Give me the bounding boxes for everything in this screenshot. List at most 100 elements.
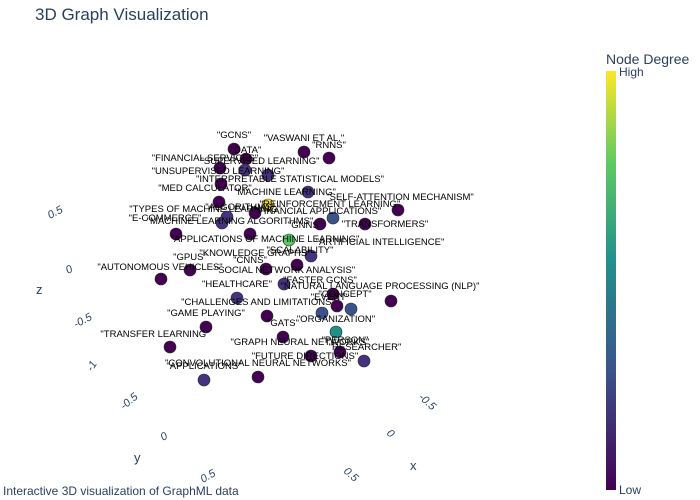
- node-10-marker[interactable]: [391, 203, 405, 217]
- node-3-label: "DATA": [231, 145, 262, 156]
- node-38-marker[interactable]: [333, 345, 347, 359]
- axis-title-y: y: [134, 450, 141, 465]
- node-41-label: "CONVOLUTIONAL NEURAL NETWORKS": [165, 358, 351, 369]
- node-6-marker[interactable]: [214, 177, 228, 191]
- node-11-label: "REINFORCEMENT LEARNING": [260, 199, 401, 210]
- node-0-label: "GCNS": [217, 130, 251, 141]
- node-16-label: "MACHINE LEARNING ALGORITHMS": [147, 216, 314, 227]
- node-2-marker[interactable]: [322, 151, 336, 165]
- node-14-label: "FINANCIAL APPLICATIONS": [255, 206, 382, 217]
- node-36-label: "TRANSFER LEARNING": [100, 329, 209, 340]
- node-24-label: "AUTONOMOUS VEHICLES": [97, 262, 222, 273]
- node-28-marker[interactable]: [326, 287, 340, 301]
- tick-y-0: 0: [159, 430, 171, 444]
- tick-y-neg-0-5: -0.5: [118, 390, 141, 412]
- node-31-label: "CHALLENGES AND LIMITATIONS": [181, 297, 335, 308]
- node-38-label: "PERSON": [322, 335, 369, 346]
- node-19-label: "APPLICATIONS OF MACHINE LEARNING": [171, 234, 360, 245]
- node-31-marker[interactable]: [260, 309, 274, 323]
- node-27-marker[interactable]: [230, 291, 244, 305]
- node-25-marker[interactable]: [259, 262, 273, 276]
- node-19-marker[interactable]: [243, 227, 257, 241]
- axis-title-x: x: [410, 458, 417, 473]
- node-22-label: "KNOWLEDGE GRAPHS": [199, 248, 310, 259]
- node-6-label: "UNSUPERVISED LEARNING": [152, 166, 285, 177]
- node-22-marker[interactable]: [304, 249, 318, 263]
- node-21-label: "GPUS": [173, 252, 207, 263]
- node-39-marker[interactable]: [357, 354, 371, 368]
- node-9-label: "MACHINE LEARNING": [234, 187, 336, 198]
- node-40-marker[interactable]: [304, 349, 318, 363]
- node-23-marker[interactable]: [290, 258, 304, 272]
- node-33-label: "GAME PLAYING": [167, 308, 245, 319]
- node-7-label: "INTERPRETABLE STATISTICAL MODELS": [196, 174, 384, 185]
- node-35-marker[interactable]: [276, 330, 290, 344]
- node-5-label: "SUPERVISED LEARNING": [200, 156, 319, 167]
- node-14-marker[interactable]: [326, 211, 340, 225]
- colorbar-low-label: Low: [619, 483, 642, 497]
- node-7-marker[interactable]: [261, 168, 275, 182]
- node-37-label: "GRAPH NEURAL NETWORKS": [231, 337, 370, 348]
- colorbar-high-label: High: [619, 65, 644, 79]
- node-17-label: "GNNS": [288, 220, 322, 231]
- node-13-marker[interactable]: [248, 206, 262, 220]
- node-24-marker[interactable]: [154, 272, 168, 286]
- tick-z-neg-0-5: -0.5: [72, 311, 95, 331]
- node-26-label: "SOCIAL NETWORK ANALYSIS": [215, 265, 355, 276]
- axis-title-z: z: [36, 282, 43, 297]
- node-13-label: "ALGORITHMS": [205, 202, 275, 213]
- colorbar-title: Node Degree: [606, 51, 690, 67]
- node-34-marker[interactable]: [344, 302, 358, 316]
- node-8-marker[interactable]: [212, 195, 226, 209]
- node-1-label: "VASWANI ET AL.": [264, 133, 344, 144]
- tick-z-0: 0: [64, 263, 76, 277]
- node-4-marker[interactable]: [213, 161, 227, 175]
- node-25-label: "CNNS": [233, 255, 267, 266]
- node-17-marker[interactable]: [313, 217, 327, 231]
- labels-layer: "GCNS" "VASWANI ET AL.""RNNS""DATA""FINAN…: [97, 130, 479, 372]
- node-29-label: "NATURAL LANGUAGE PROCESSING (NLP)": [281, 281, 480, 292]
- node-32-marker[interactable]: [315, 306, 329, 320]
- node-34-label: "ORGANIZATION": [297, 314, 375, 325]
- node-20-label: "ARTIFICIAL INTELLIGENCE": [316, 237, 445, 248]
- node-20-marker[interactable]: [282, 233, 296, 247]
- node-33-marker[interactable]: [199, 320, 213, 334]
- caption: Interactive 3D visualization of GraphML …: [3, 484, 239, 498]
- node-2-label: "RNNS": [312, 140, 346, 151]
- node-0-marker[interactable]: [227, 142, 241, 156]
- node-30-marker[interactable]: [330, 299, 344, 313]
- node-5-marker[interactable]: [238, 163, 252, 177]
- node-12-label: "TYPES OF MACHINE LEARNING": [129, 204, 280, 215]
- colorbar: [606, 71, 616, 490]
- node-42-marker[interactable]: [197, 373, 211, 387]
- tick-x-0: 0: [384, 427, 397, 441]
- node-15-marker[interactable]: [169, 227, 183, 241]
- tick-y-0-5: 0.5: [199, 467, 219, 485]
- node-8-label: "MED CALCULATOR": [158, 183, 252, 194]
- node-30-label: "CONCEPT": [318, 289, 371, 300]
- node-18-label: "TRANSFORMERS": [342, 219, 428, 230]
- node-1-marker[interactable]: [297, 145, 311, 159]
- node-16-marker[interactable]: [215, 216, 229, 230]
- node-37-marker[interactable]: [329, 325, 343, 339]
- node-11-marker[interactable]: [301, 185, 315, 199]
- node-4-label: "FINANCIAL SERVICES": [152, 153, 259, 164]
- node-9-marker[interactable]: [261, 198, 275, 212]
- node-29-marker[interactable]: [384, 294, 398, 308]
- node-21-marker[interactable]: [183, 263, 197, 277]
- node-10-label: "SELF-ATTENTION MECHANISM": [326, 192, 474, 203]
- node-35-label: "GATS": [267, 318, 299, 329]
- node-41-marker[interactable]: [251, 370, 265, 384]
- node-27-label: "HEALTHCARE": [202, 279, 272, 290]
- node-32-label: "EVENT": [311, 292, 349, 303]
- node-36-marker[interactable]: [163, 340, 177, 354]
- node-26-marker[interactable]: [277, 277, 291, 291]
- node-18-marker[interactable]: [358, 217, 372, 231]
- node-23-label: "SCALABILITY": [267, 245, 334, 256]
- node-42-label: "APPLICATIONS": [166, 361, 241, 372]
- tick-z-0-5: 0.5: [46, 203, 66, 221]
- tick-x-0-5: 0.5: [341, 465, 361, 485]
- node-39-label: "RESEARCHER": [329, 342, 402, 353]
- node-40-label: "FUTURE DIRECTIONS": [252, 351, 359, 362]
